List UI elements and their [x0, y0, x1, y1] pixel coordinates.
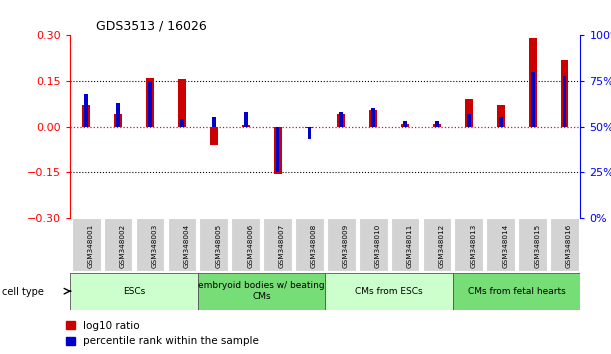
Bar: [531, 72, 535, 127]
Text: ESCs: ESCs: [123, 287, 145, 296]
FancyBboxPatch shape: [167, 218, 196, 271]
Text: CMs from fetal hearts: CMs from fetal hearts: [468, 287, 566, 296]
FancyBboxPatch shape: [325, 273, 453, 310]
Text: GSM348003: GSM348003: [152, 224, 158, 268]
Bar: [306, 127, 313, 128]
Bar: [497, 105, 505, 127]
Bar: [148, 81, 152, 127]
FancyBboxPatch shape: [518, 218, 547, 271]
Text: cell type: cell type: [2, 287, 44, 297]
FancyBboxPatch shape: [199, 218, 228, 271]
FancyBboxPatch shape: [198, 273, 325, 310]
Text: GSM348001: GSM348001: [88, 224, 94, 268]
Text: CMs from ESCs: CMs from ESCs: [356, 287, 423, 296]
Bar: [529, 39, 536, 127]
Text: embryoid bodies w/ beating
CMs: embryoid bodies w/ beating CMs: [199, 281, 325, 301]
Text: GSM348013: GSM348013: [470, 224, 477, 268]
Text: GSM348007: GSM348007: [279, 224, 285, 268]
FancyBboxPatch shape: [423, 218, 452, 271]
FancyBboxPatch shape: [390, 218, 419, 271]
Bar: [563, 75, 566, 127]
Bar: [467, 114, 470, 127]
Bar: [337, 114, 345, 127]
Bar: [116, 103, 120, 127]
Text: GSM348005: GSM348005: [215, 224, 221, 268]
Bar: [371, 108, 375, 127]
Bar: [276, 127, 279, 172]
Text: GSM348011: GSM348011: [407, 224, 412, 268]
Bar: [403, 121, 407, 127]
Bar: [499, 118, 503, 127]
Text: GSM348010: GSM348010: [375, 224, 381, 268]
Text: GDS3513 / 16026: GDS3513 / 16026: [96, 20, 207, 33]
FancyBboxPatch shape: [327, 218, 356, 271]
Text: GSM348015: GSM348015: [534, 224, 540, 268]
FancyBboxPatch shape: [136, 218, 164, 271]
Bar: [180, 119, 184, 127]
Bar: [146, 78, 154, 127]
Bar: [178, 79, 186, 127]
Bar: [82, 105, 90, 127]
Text: GSM348016: GSM348016: [566, 224, 572, 268]
Text: GSM348012: GSM348012: [439, 224, 445, 268]
Bar: [274, 127, 282, 174]
Bar: [307, 127, 312, 139]
FancyBboxPatch shape: [104, 218, 133, 271]
FancyBboxPatch shape: [232, 218, 260, 271]
Legend: log10 ratio, percentile rank within the sample: log10 ratio, percentile rank within the …: [67, 321, 259, 346]
FancyBboxPatch shape: [453, 273, 580, 310]
Text: GSM348002: GSM348002: [120, 224, 126, 268]
FancyBboxPatch shape: [70, 273, 198, 310]
Text: GSM348009: GSM348009: [343, 224, 349, 268]
FancyBboxPatch shape: [486, 218, 515, 271]
Bar: [433, 124, 441, 127]
Text: GSM348004: GSM348004: [183, 224, 189, 268]
Bar: [401, 124, 409, 127]
Bar: [465, 99, 473, 127]
Bar: [212, 118, 216, 127]
Bar: [210, 127, 218, 145]
FancyBboxPatch shape: [295, 218, 324, 271]
Text: GSM348006: GSM348006: [247, 224, 253, 268]
Bar: [242, 125, 250, 127]
FancyBboxPatch shape: [359, 218, 387, 271]
Bar: [369, 110, 377, 127]
Bar: [244, 112, 247, 127]
FancyBboxPatch shape: [263, 218, 292, 271]
Bar: [435, 121, 439, 127]
Bar: [560, 60, 568, 127]
Text: GSM348008: GSM348008: [311, 224, 317, 268]
Bar: [84, 94, 88, 127]
FancyBboxPatch shape: [72, 218, 101, 271]
Bar: [114, 114, 122, 127]
FancyBboxPatch shape: [455, 218, 483, 271]
Bar: [339, 112, 343, 127]
FancyBboxPatch shape: [550, 218, 579, 271]
Text: GSM348014: GSM348014: [502, 224, 508, 268]
